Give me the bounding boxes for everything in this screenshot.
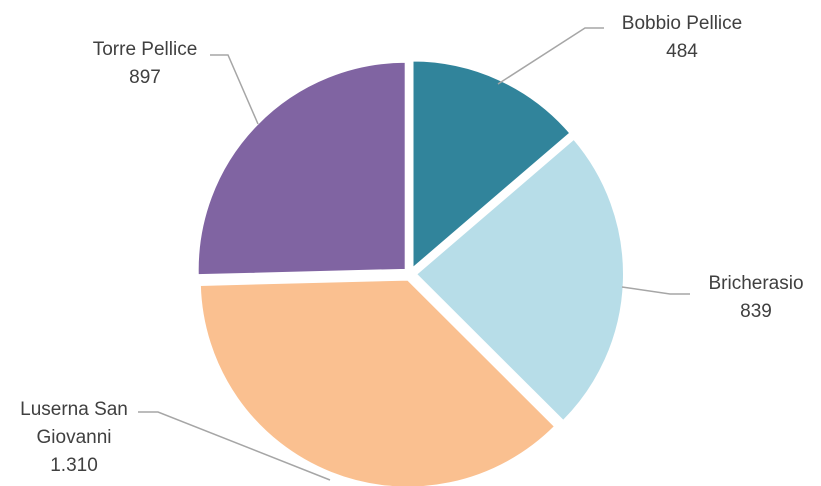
slice-name: Torre Pellice (92, 39, 198, 60)
label-bobbio-pellice: Bobbio Pellice 484 (622, 10, 742, 66)
slice-name: Bricherasio (708, 273, 804, 294)
label-bricherasio: Bricherasio 839 (708, 270, 803, 326)
pie-slice-bobbio-pellice (411, 59, 572, 271)
pie-slice-luserna-san-giovanni (198, 278, 557, 486)
pie-slice-bricherasio (414, 137, 625, 423)
leader-line-torre-pellice (210, 54, 259, 125)
slice-name-line-1: Luserna San (20, 399, 128, 420)
slice-value: 839 (740, 301, 772, 322)
label-luserna-san-giovanni: Luserna San Giovanni 1.310 (20, 396, 128, 480)
leader-line-bobbio-pellice (497, 27, 604, 85)
label-torre-pellice: Torre Pellice 897 (93, 36, 198, 92)
leader-line-luserna-san-giovanni (138, 411, 331, 481)
slice-name: Bobbio Pellice (621, 13, 743, 34)
slice-value: 1.310 (50, 455, 98, 476)
slice-value: 897 (129, 67, 161, 88)
leader-line-bricherasio (621, 286, 690, 295)
slice-value: 484 (666, 41, 698, 62)
pie-slice-torre-pellice (196, 60, 407, 277)
slice-name-line-2: Giovanni (36, 427, 112, 448)
